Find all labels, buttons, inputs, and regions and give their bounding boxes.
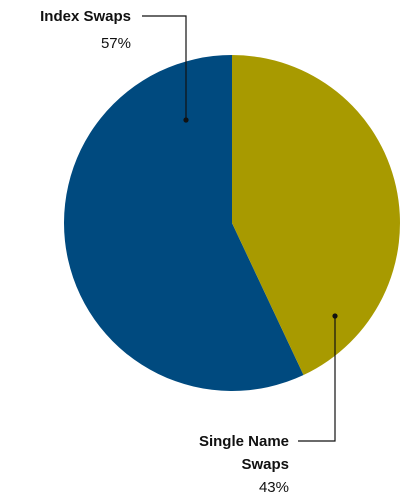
label-single-name-swaps-line2: Swaps [241, 456, 289, 473]
pie-slices [63, 54, 400, 391]
callout-index-swaps: Index Swaps 57% [40, 8, 189, 123]
leader-line-single-name-swaps [298, 316, 336, 442]
label-index-swaps: Index Swaps [40, 8, 131, 25]
percent-index-swaps: 57% [101, 35, 131, 52]
callout-single-name-swaps: Single Name Swaps 43% [199, 313, 338, 496]
slice-single-name-swaps [232, 55, 400, 376]
percent-single-name-swaps: 43% [259, 479, 289, 496]
leader-dot-index-swaps [183, 117, 189, 123]
leader-dot-single-name-swaps [332, 313, 338, 319]
slice-index-swaps [63, 54, 304, 391]
label-single-name-swaps-line1: Single Name [199, 433, 289, 450]
leader-line-index-swaps [142, 15, 187, 120]
